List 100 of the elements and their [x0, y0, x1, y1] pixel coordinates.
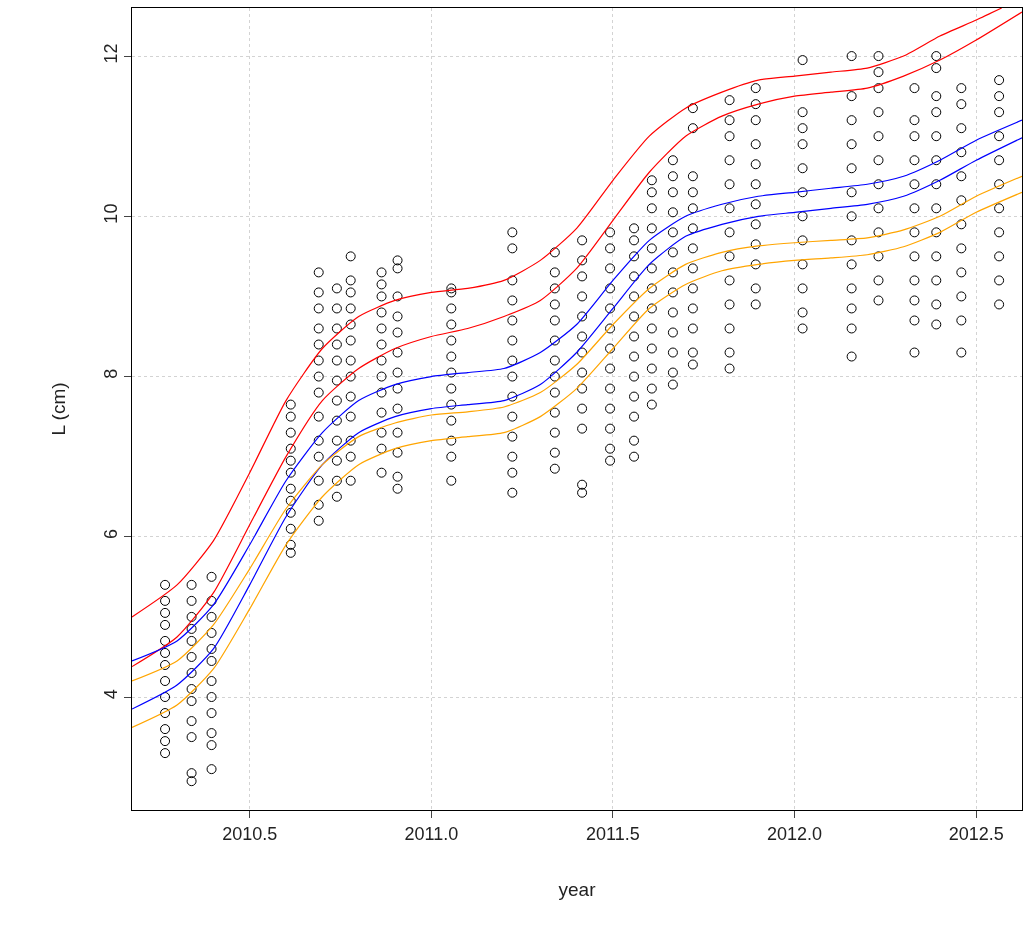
point — [605, 363, 616, 374]
point — [797, 139, 808, 150]
point — [507, 391, 518, 402]
point — [687, 187, 698, 198]
point — [667, 171, 678, 182]
point — [331, 395, 342, 406]
point — [909, 131, 920, 142]
point — [313, 371, 324, 382]
point — [446, 435, 457, 446]
point — [206, 627, 217, 638]
point — [392, 263, 403, 274]
point — [646, 223, 657, 234]
point — [646, 203, 657, 214]
point — [392, 291, 403, 302]
point — [846, 91, 857, 102]
point — [797, 307, 808, 318]
point — [285, 411, 296, 422]
point — [687, 263, 698, 274]
point — [285, 547, 296, 558]
point — [629, 391, 640, 402]
point — [629, 435, 640, 446]
point — [646, 399, 657, 410]
point — [873, 83, 884, 94]
point — [873, 51, 884, 62]
point — [160, 579, 171, 590]
point — [750, 199, 761, 210]
point — [646, 243, 657, 254]
point — [446, 415, 457, 426]
point — [507, 295, 518, 306]
point — [956, 99, 967, 110]
point — [909, 203, 920, 214]
point — [687, 283, 698, 294]
point — [629, 235, 640, 246]
point — [446, 287, 457, 298]
point — [577, 331, 588, 342]
point — [646, 323, 657, 334]
point — [873, 203, 884, 214]
point — [446, 383, 457, 394]
point — [160, 676, 171, 687]
point — [605, 323, 616, 334]
point — [931, 251, 942, 262]
point — [605, 227, 616, 238]
point — [376, 387, 387, 398]
point — [507, 411, 518, 422]
point — [667, 155, 678, 166]
point — [549, 427, 560, 438]
point — [331, 455, 342, 466]
point — [909, 155, 920, 166]
point — [186, 684, 197, 695]
point — [313, 267, 324, 278]
point — [376, 467, 387, 478]
point — [186, 651, 197, 662]
point — [629, 271, 640, 282]
point — [392, 403, 403, 414]
point — [629, 251, 640, 262]
point — [285, 399, 296, 410]
point — [909, 83, 920, 94]
point — [313, 451, 324, 462]
point — [285, 427, 296, 438]
point — [507, 371, 518, 382]
point — [873, 131, 884, 142]
point — [160, 607, 171, 618]
point — [549, 299, 560, 310]
point — [994, 107, 1005, 118]
point — [313, 475, 324, 486]
point — [331, 491, 342, 502]
point — [956, 315, 967, 326]
point — [931, 227, 942, 238]
point — [549, 283, 560, 294]
point — [392, 311, 403, 322]
point — [909, 347, 920, 358]
point — [392, 367, 403, 378]
point — [629, 331, 640, 342]
point — [931, 299, 942, 310]
point — [687, 359, 698, 370]
point — [687, 323, 698, 334]
point — [667, 307, 678, 318]
point — [313, 323, 324, 334]
point — [956, 171, 967, 182]
point — [206, 655, 217, 666]
point — [345, 335, 356, 346]
point — [605, 423, 616, 434]
point — [392, 471, 403, 482]
point — [873, 67, 884, 78]
point — [376, 279, 387, 290]
point — [446, 283, 457, 294]
point — [687, 347, 698, 358]
point — [873, 227, 884, 238]
point — [345, 355, 356, 366]
point — [605, 283, 616, 294]
point — [376, 291, 387, 302]
point — [549, 407, 560, 418]
point — [605, 383, 616, 394]
point — [577, 383, 588, 394]
point — [909, 315, 920, 326]
point — [186, 668, 197, 678]
point — [724, 115, 735, 126]
point — [724, 179, 735, 190]
point — [313, 387, 324, 398]
point — [392, 255, 403, 266]
